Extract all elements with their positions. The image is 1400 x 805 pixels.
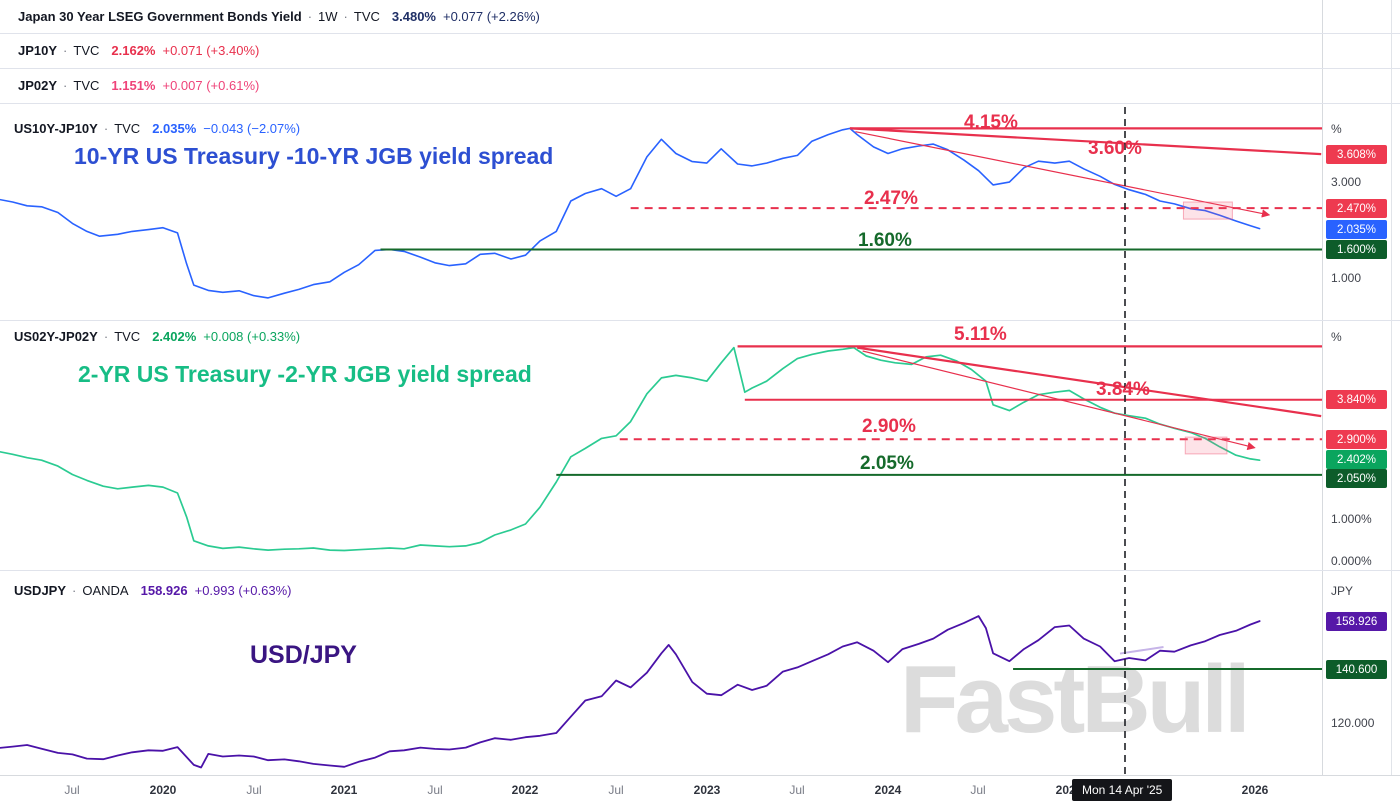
pane2-axis-badge-last-price: 2.402%: [1326, 450, 1387, 469]
separator-dot: ·: [103, 121, 109, 136]
header-separator: [0, 103, 1400, 104]
jp10y-symbol-row[interactable]: JP10Y · TVC 2.162% +0.071 (+3.40%): [0, 33, 1328, 68]
pane1-title: 10-YR US Treasury -10-YR JGB yield sprea…: [74, 143, 554, 169]
time-label: Jul: [970, 783, 986, 797]
pane1-symbol-name[interactable]: US10Y-JP10Y: [14, 121, 98, 136]
jp02y-symbol-name[interactable]: JP02Y: [18, 78, 58, 93]
separator-dot: ·: [103, 329, 109, 344]
jp02y-change: +0.007 (+0.61%): [162, 78, 260, 93]
header-separator: [0, 68, 1400, 69]
pane2-axis-badge-level: 3.840%: [1326, 390, 1387, 409]
jp02y-value: 1.151%: [111, 78, 156, 93]
pane-separator[interactable]: [0, 320, 1400, 321]
pane3-change: +0.993 (+0.63%): [194, 583, 292, 598]
time-label: Jul: [608, 783, 624, 797]
time-label: Jul: [246, 783, 262, 797]
annotation-2-90[interactable]: 2.90%: [862, 416, 916, 437]
annotation-2-05[interactable]: 2.05%: [860, 453, 914, 474]
annotation-4-15[interactable]: 4.15%: [964, 112, 1018, 133]
annotation-3-84[interactable]: 3.84%: [1096, 379, 1150, 400]
time-label: 2021: [330, 783, 358, 797]
price-axis[interactable]: % 3.608% 3.000 2.470% 2.035% 1.600% 1.00…: [1322, 0, 1392, 775]
main-symbol-exchange: TVC: [353, 9, 380, 24]
pane2-legend[interactable]: US02Y-JP02Y · TVC 2.402% +0.008 (+0.33%): [14, 329, 300, 344]
jp10y-exchange: TVC: [73, 43, 100, 58]
jp10y-value: 2.162%: [111, 43, 156, 58]
pane2-axis-badge-support-level: 2.050%: [1326, 469, 1387, 488]
jp02y-exchange: TVC: [73, 78, 100, 93]
pane1-axis-tick: 1.000: [1331, 271, 1362, 285]
pane1-value: 2.035%: [152, 121, 197, 136]
annotation-1-60[interactable]: 1.60%: [858, 230, 912, 251]
annotation-3-60[interactable]: 3.60%: [1088, 138, 1142, 159]
pane3-title: USD/JPY: [250, 641, 357, 669]
time-label: 2022: [511, 783, 539, 797]
jp10y-change: +0.071 (+3.40%): [162, 43, 260, 58]
pane-separator[interactable]: [0, 570, 1400, 571]
pane2-title: 2-YR US Treasury -2-YR JGB yield spread: [78, 361, 532, 387]
crosshair-time-badge: Mon 14 Apr '25: [1072, 779, 1173, 801]
pane1-axis-tick: 3.000: [1331, 175, 1362, 189]
pane1-plot: [0, 127, 1322, 299]
pane1-axis-badge-support-level: 1.600%: [1326, 240, 1387, 259]
time-label: 2026: [1241, 783, 1269, 797]
time-label: 2020: [149, 783, 177, 797]
header-separator: [0, 33, 1400, 34]
pane2-symbol-name[interactable]: US02Y-JP02Y: [14, 329, 98, 344]
pane3-symbol-name[interactable]: USDJPY: [14, 583, 67, 598]
pane3-axis-badge-last-price: 158.926: [1326, 612, 1387, 631]
pane2-exchange: TVC: [114, 329, 141, 344]
main-symbol-name[interactable]: Japan 30 Year LSEG Government Bonds Yiel…: [18, 9, 302, 24]
pane3-axis-unit: JPY: [1331, 584, 1354, 598]
pane3-legend[interactable]: USDJPY · OANDA 158.926 +0.993 (+0.63%): [14, 583, 291, 598]
pane1-change: −0.043 (−2.07%): [203, 121, 301, 136]
pane1-exchange: TVC: [114, 121, 141, 136]
jp02y-symbol-row[interactable]: JP02Y · TVC 1.151% +0.007 (+0.61%): [0, 68, 1328, 103]
pane2-axis-badge-dashed-level: 2.900%: [1326, 430, 1387, 449]
pane3-plot: [0, 615, 1322, 769]
pane3-exchange: OANDA: [82, 583, 129, 598]
main-symbol-row[interactable]: Japan 30 Year LSEG Government Bonds Yiel…: [0, 0, 1328, 33]
pane1-axis-unit: %: [1331, 122, 1342, 136]
chart-canvas[interactable]: [0, 0, 1322, 775]
time-label: Jul: [789, 783, 805, 797]
main-symbol-change: +0.077 (+2.26%): [442, 9, 540, 24]
watermark: FastBull: [900, 646, 1251, 753]
pane2-axis-tick: 0.000%: [1331, 554, 1372, 568]
annotation-5-11[interactable]: 5.11%: [954, 324, 1007, 345]
pane3-value: 158.926: [140, 583, 188, 598]
time-label: Jul: [64, 783, 80, 797]
pane2-axis-tick: 1.000%: [1331, 512, 1372, 526]
pane2-plot: [0, 345, 1322, 552]
pane2-axis-unit: %: [1331, 330, 1342, 344]
main-symbol-interval[interactable]: 1W: [318, 9, 338, 24]
jp10y-symbol-name[interactable]: JP10Y: [18, 43, 58, 58]
separator-dot: ·: [307, 9, 313, 24]
time-label: 2023: [693, 783, 721, 797]
time-axis[interactable]: Jul 2020 Jul 2021 Jul 2022 Jul 2023 Jul …: [0, 775, 1400, 805]
pane3-axis-tick: 120.000: [1331, 716, 1375, 730]
separator-dot: ·: [63, 43, 68, 58]
pane2-value: 2.402%: [152, 329, 197, 344]
pane2-change: +0.008 (+0.33%): [203, 329, 301, 344]
separator-dot: ·: [63, 78, 68, 93]
separator-dot: ·: [343, 9, 348, 24]
time-label: 2024: [874, 783, 902, 797]
pane1-legend[interactable]: US10Y-JP10Y · TVC 2.035% −0.043 (−2.07%): [14, 121, 300, 136]
pane1-axis-badge-trendline: 3.608%: [1326, 145, 1387, 164]
time-label: Jul: [427, 783, 443, 797]
separator-dot: ·: [72, 583, 77, 598]
pane3-axis-badge-support-level: 140.600: [1326, 660, 1387, 679]
annotation-2-47[interactable]: 2.47%: [864, 188, 918, 209]
pane1-axis-badge-last-price: 2.035%: [1326, 220, 1387, 239]
main-symbol-value: 3.480%: [391, 9, 436, 24]
pane1-axis-badge-dashed-level: 2.470%: [1326, 199, 1387, 218]
